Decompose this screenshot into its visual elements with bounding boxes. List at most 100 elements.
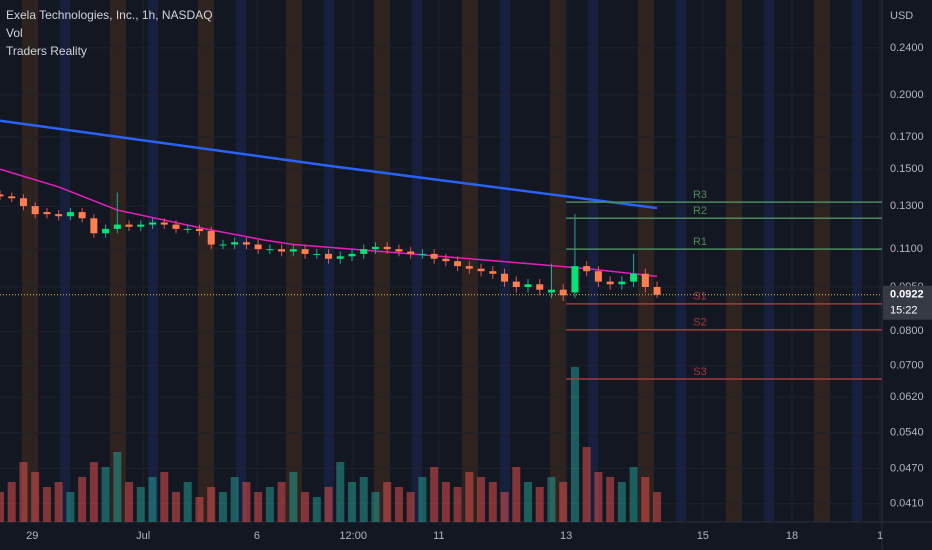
volume-bar xyxy=(218,492,227,522)
volume-bar xyxy=(78,477,87,522)
volume-bar xyxy=(653,492,662,522)
candle-body xyxy=(242,242,250,245)
volume-bar xyxy=(477,477,486,522)
candle-body xyxy=(454,261,462,267)
volume-bar xyxy=(535,487,544,522)
y-tick-label: 0.0540 xyxy=(890,427,924,439)
volume-bar xyxy=(301,492,310,522)
session-bands xyxy=(0,0,882,522)
volume-bar xyxy=(89,462,98,522)
y-tick-label: 0.0620 xyxy=(890,391,924,403)
y-tick-label: 0.1500 xyxy=(890,163,924,175)
moving-average xyxy=(0,168,658,278)
x-tick-label: 18 xyxy=(786,530,798,542)
x-tick-label: 29 xyxy=(26,530,38,542)
volume-bar xyxy=(383,482,392,522)
candle-body xyxy=(418,253,426,255)
candle-body xyxy=(231,242,239,245)
volume-bar xyxy=(559,482,568,522)
axes: 0.0410 0.0470 0.0540 0.0620 0.0700 0.0800 0.09… xyxy=(26,42,932,542)
candle-body xyxy=(559,289,567,296)
candle-body xyxy=(325,253,333,259)
candle-body xyxy=(125,224,133,227)
marks: R3 R2 R1 S1 S2 S3 xyxy=(0,119,882,522)
y-tick-label: 0.1100 xyxy=(890,243,923,255)
candle-body xyxy=(102,228,110,234)
volume-bar xyxy=(254,492,263,522)
volume-bar xyxy=(19,462,28,522)
candle-body xyxy=(43,212,51,215)
candle-body xyxy=(195,228,203,232)
candle-body xyxy=(477,268,485,272)
volume-bar xyxy=(606,477,615,522)
volume-bar xyxy=(42,487,51,522)
candle-body xyxy=(219,244,227,246)
pivot-label: S3 xyxy=(693,366,706,378)
moving-average xyxy=(0,119,658,210)
x-tick-label: 12:00 xyxy=(339,530,367,542)
candle-body xyxy=(395,249,403,252)
candle-body xyxy=(149,222,157,225)
chart-title: Exela Technologies, Inc., 1h, NASDAQ xyxy=(6,8,213,22)
candle-body xyxy=(465,266,473,269)
volume-bar xyxy=(594,472,603,522)
candle-body xyxy=(383,246,391,250)
volume-bar xyxy=(441,482,450,522)
volume-bar xyxy=(430,467,439,522)
volume-bar xyxy=(265,487,274,522)
candle-body xyxy=(8,196,16,199)
y-tick-label: 0.2000 xyxy=(890,89,924,101)
x-tick-label: Jul xyxy=(136,530,150,542)
volume-bar xyxy=(617,482,626,522)
currency-label: USD xyxy=(890,10,913,22)
volume-bar xyxy=(371,492,380,522)
volume-bar xyxy=(570,367,579,522)
volume-bar xyxy=(148,477,157,522)
candle-body xyxy=(66,212,74,217)
candle-body xyxy=(78,212,86,219)
volume-bar xyxy=(113,452,122,522)
x-tick-label: 6 xyxy=(254,530,260,542)
candle-body xyxy=(90,218,98,234)
volume-bar xyxy=(7,482,16,522)
candle-body xyxy=(313,253,321,255)
y-tick-label: 0.2400 xyxy=(890,42,924,54)
volume-bar xyxy=(312,497,321,522)
candle-body xyxy=(0,194,4,197)
volume-bar xyxy=(348,482,356,522)
pivot-label: S2 xyxy=(693,317,706,329)
volume-bar xyxy=(324,487,333,522)
y-tick-label: 0.1700 xyxy=(890,131,924,143)
candle-body xyxy=(641,273,649,287)
candle-body xyxy=(289,249,297,252)
candle-body xyxy=(348,253,356,257)
candle-body xyxy=(31,206,39,215)
legend: Exela Technologies, Inc., 1h, NASDAQ Vol… xyxy=(6,8,213,58)
volume-bar xyxy=(453,487,462,522)
volume-bar xyxy=(160,472,169,522)
volume-bar xyxy=(230,477,239,522)
candle-body xyxy=(360,249,368,254)
candle-body xyxy=(489,271,497,274)
volume-bar xyxy=(207,487,216,522)
candle-body xyxy=(55,214,63,217)
candle-body xyxy=(594,271,602,282)
y-tick-label: 0.0410 xyxy=(890,498,924,510)
y-tick-label: 0.0470 xyxy=(890,462,924,474)
last-price-box xyxy=(883,285,932,320)
volume-bar xyxy=(418,477,427,522)
candle-body xyxy=(501,273,509,282)
candle-body xyxy=(336,256,344,259)
y-tick-label: 0.0700 xyxy=(890,360,924,372)
candle-body xyxy=(184,228,192,230)
candle-body xyxy=(571,266,579,293)
volume-bar xyxy=(101,467,110,522)
volume-bar xyxy=(195,497,204,522)
volume-bar xyxy=(183,482,192,522)
volume-bar xyxy=(66,492,75,522)
indicator-label: Vol xyxy=(6,26,23,40)
volume-bar xyxy=(465,472,474,522)
volume-bar xyxy=(54,482,63,522)
